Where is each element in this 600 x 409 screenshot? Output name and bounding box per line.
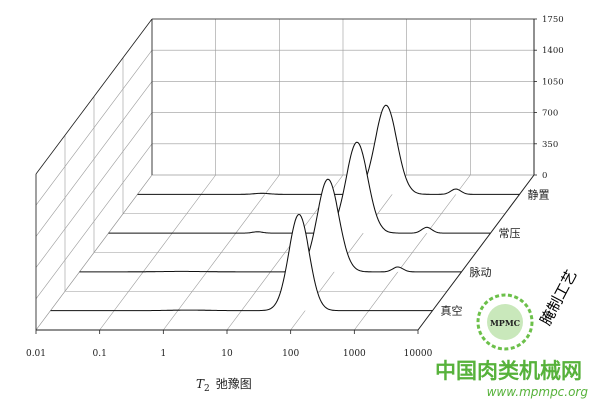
y-axis-label: 腌制工艺 xyxy=(537,267,581,328)
series-label: 静置 xyxy=(528,187,550,201)
watermark-logo-text: MPMC xyxy=(490,318,520,328)
z-tick-label: 0 xyxy=(542,171,547,181)
x-tick-label: 1 xyxy=(160,349,166,359)
x-tick-label: 10000 xyxy=(404,349,433,359)
x-axis-label-var: T xyxy=(196,377,205,391)
watermark: MPMC 中国肉类机械网 www.mpmpc.org xyxy=(435,293,589,399)
z-tick-label: 1050 xyxy=(542,77,564,87)
z-tick-labels: 0 350 700 1050 1400 1750 xyxy=(534,15,564,181)
watermark-title: 中国肉类机械网 xyxy=(435,359,582,383)
x-tick-label: 0.1 xyxy=(93,349,107,359)
series-label: 脉动 xyxy=(470,265,492,279)
series-label: 常压 xyxy=(499,227,521,240)
x-tick-labels: 0.01 0.1 1 10 100 1000 10000 xyxy=(26,330,433,359)
back-wall-grid xyxy=(151,18,535,176)
x-axis-label-text: 弛豫图 xyxy=(216,377,252,391)
watermark-url: www.mpmpc.org xyxy=(487,385,589,399)
x-axis-label-sub: 2 xyxy=(204,384,210,394)
top-left-edge xyxy=(35,18,153,175)
z-tick-label: 700 xyxy=(542,109,558,119)
x-tick-label: 100 xyxy=(282,349,299,359)
z-tick-label: 350 xyxy=(542,140,558,150)
x-axis-label: T2 弛豫图 xyxy=(196,377,252,394)
x-tick-label: 1000 xyxy=(343,349,366,359)
x-tick-label: 10 xyxy=(221,349,233,359)
series-label: 真空 xyxy=(441,304,463,318)
series-curves xyxy=(50,104,520,312)
x-tick-label: 0.01 xyxy=(26,349,46,359)
z-tick-label: 1750 xyxy=(542,15,564,25)
z-tick-label: 1400 xyxy=(542,46,564,56)
series-line-2 xyxy=(79,178,462,273)
watermark-logo-icon: MPMC xyxy=(476,293,534,351)
depth-axis-line xyxy=(417,174,535,331)
series-line-1 xyxy=(50,213,433,312)
